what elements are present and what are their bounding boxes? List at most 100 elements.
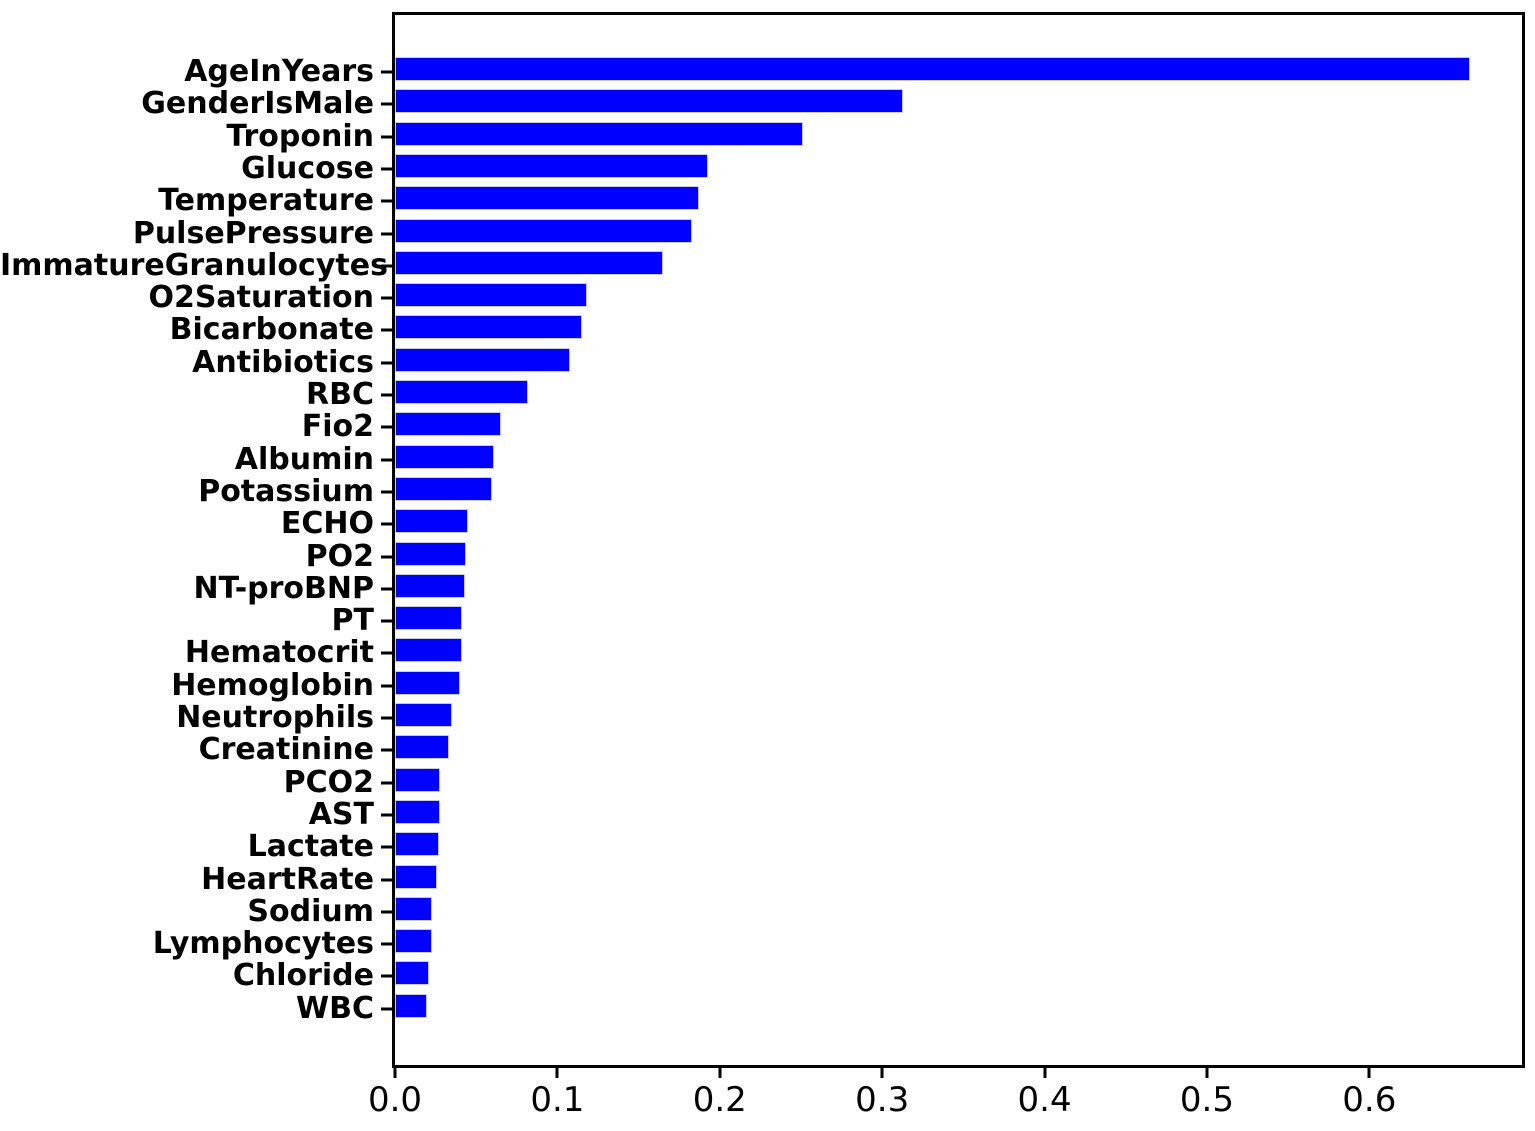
bar-immaturegranulocytes (395, 250, 663, 275)
bar-glucose (395, 153, 708, 178)
y-tick-label: Fio2 (301, 409, 374, 445)
y-tick-mark (381, 974, 392, 978)
y-tick-mark (381, 328, 392, 332)
bar-pulsepressure (395, 218, 692, 243)
x-tick-mark (393, 1068, 397, 1078)
y-tick-mark (381, 232, 392, 235)
y-tick-label: PO2 (305, 538, 374, 574)
bar-antibiotics (395, 347, 570, 372)
y-tick-mark (381, 490, 392, 494)
y-tick-mark (381, 296, 392, 300)
bar-echo (395, 509, 468, 534)
bar-ast (395, 799, 440, 824)
y-tick-label: GenderIsMale (141, 86, 374, 122)
bar-bicarbonate (395, 315, 582, 340)
y-tick-label: Bicarbonate (169, 312, 374, 348)
bar-pco2 (395, 767, 440, 792)
bar-neutrophils (395, 703, 452, 727)
y-tick-mark (381, 748, 392, 752)
bar-wbc (395, 993, 427, 1018)
bar-genderismale (395, 89, 903, 114)
x-axis-ticks (393, 1068, 1522, 1078)
y-tick-mark (381, 555, 392, 558)
y-tick-mark (381, 878, 392, 881)
bar-ageinyears (395, 57, 1470, 81)
y-tick-label: Potassium (198, 473, 374, 509)
y-tick-mark (381, 587, 392, 591)
bar-chloride (395, 961, 429, 986)
y-tick-label: Glucose (241, 150, 374, 186)
bar-troponin (395, 121, 803, 146)
bar-pt (395, 606, 462, 631)
y-tick-label: Sodium (247, 893, 374, 929)
y-tick-label: WBC (296, 990, 374, 1026)
bar-hemoglobin (395, 670, 460, 695)
bar-nt-probnp (395, 573, 465, 598)
y-tick-mark (381, 393, 392, 397)
x-tick-label: 0.0 (367, 1080, 423, 1120)
x-axis-labels: 0.0 0.1 0.2 0.3 0.4 0.5 0.6 (368, 1080, 1522, 1122)
bar-sodium (395, 896, 432, 921)
y-tick-mark (381, 70, 392, 74)
y-tick-mark (381, 425, 392, 429)
x-tick-mark (555, 1068, 559, 1078)
y-tick-mark (381, 813, 392, 817)
bar-fio2 (395, 412, 501, 437)
y-tick-label: Lymphocytes (152, 926, 374, 962)
y-tick-label: O2Saturation (148, 280, 374, 316)
y-tick-label: ImmatureGranulocytes (0, 247, 388, 283)
y-tick-mark (381, 910, 392, 914)
x-tick-label: 0.2 (692, 1080, 747, 1120)
bar-lactate (395, 832, 439, 857)
y-tick-mark (381, 522, 392, 526)
y-axis-labels: AgeInYears GenderIsMale Troponin Glucose Tem… (0, 15, 388, 1065)
y-tick-mark (381, 264, 392, 268)
bar-temperature (395, 186, 699, 211)
y-tick-label: Chloride (232, 958, 374, 994)
x-tick-label: 0.3 (855, 1080, 910, 1120)
bar-po2 (395, 541, 466, 566)
y-tick-mark (381, 1007, 392, 1011)
y-tick-label: HeartRate (201, 861, 374, 897)
x-tick-mark (1043, 1068, 1047, 1078)
x-tick-mark (1367, 1068, 1371, 1078)
y-tick-label: PulsePressure (132, 215, 374, 251)
y-tick-label: Hematocrit (184, 635, 374, 671)
y-tick-mark (381, 199, 392, 203)
y-tick-label: PCO2 (283, 764, 374, 800)
bar-lymphocytes (395, 929, 432, 954)
y-tick-mark (381, 619, 392, 623)
y-tick-mark (381, 845, 392, 849)
bar-rbc (395, 380, 528, 404)
bar-albumin (395, 444, 494, 469)
y-tick-mark (381, 135, 392, 139)
y-tick-mark (381, 716, 392, 720)
y-tick-label: AgeInYears (184, 54, 374, 89)
bar-hematocrit (395, 638, 462, 663)
y-tick-label: Hemoglobin (171, 667, 374, 703)
y-tick-label: RBC (306, 377, 374, 412)
y-tick-mark (381, 781, 392, 785)
bar-creatinine (395, 735, 449, 760)
y-tick-label: AST (308, 796, 374, 832)
x-tick-mark (718, 1068, 722, 1078)
x-tick-label: 0.5 (1179, 1080, 1234, 1120)
y-tick-label: Neutrophils (176, 700, 374, 735)
bar-o2saturation (395, 283, 587, 308)
x-tick-label: 0.4 (1017, 1080, 1072, 1120)
y-tick-mark (381, 942, 392, 946)
y-tick-label: Creatinine (198, 732, 374, 768)
y-tick-mark (381, 458, 392, 462)
y-tick-label: Antibiotics (192, 344, 374, 380)
y-tick-mark (381, 651, 392, 655)
x-tick-label: 0.1 (530, 1080, 585, 1120)
y-tick-mark (381, 684, 392, 688)
plot-area (392, 12, 1525, 1068)
y-tick-label: Lactate (247, 829, 374, 865)
y-axis-ticks (0, 15, 392, 1065)
y-tick-mark (381, 361, 392, 365)
y-tick-label: ECHO (280, 506, 374, 542)
bar-potassium (395, 476, 492, 501)
y-tick-label: NT-proBNP (193, 570, 374, 606)
